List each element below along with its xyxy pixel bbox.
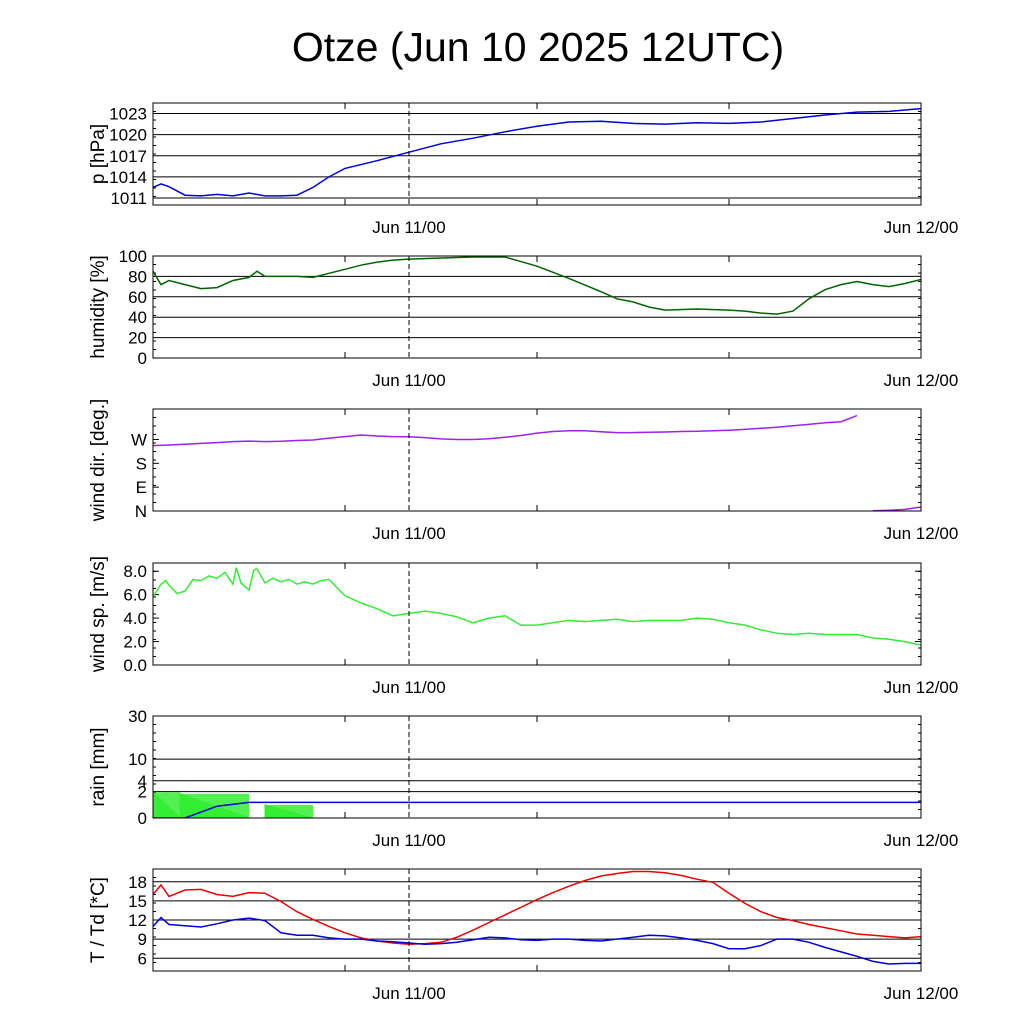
panel-4-xtick-label: Jun 11/00 bbox=[372, 678, 445, 697]
panel-1-ytick-label: 1014 bbox=[109, 168, 147, 187]
panel-4-series-line-1 bbox=[153, 567, 921, 646]
panel-3-xtick-label: Jun 11/00 bbox=[372, 524, 445, 543]
panel-6-xtick-label: Jun 11/00 bbox=[372, 984, 445, 1003]
panel-2-ytick-label: 100 bbox=[119, 247, 147, 266]
panel-1-xtick-label: Jun 11/00 bbox=[372, 218, 445, 237]
panel-5-rain-bar-fill bbox=[153, 792, 181, 818]
panel-5-rain-bar-fill bbox=[265, 804, 313, 818]
panel-5-frame bbox=[152, 715, 922, 819]
panel-3-ytick-label: S bbox=[136, 454, 147, 473]
panel-5-ytick-label: 30 bbox=[128, 707, 147, 726]
panel-6-ytick-label: 6 bbox=[138, 949, 147, 968]
panel-1-xtick-label: Jun 12/00 bbox=[884, 218, 959, 237]
panel-2-series-line-1 bbox=[153, 256, 921, 315]
panel-3-series-line-1 bbox=[153, 414, 858, 447]
panel-2-ytick-label: 80 bbox=[128, 267, 147, 286]
panel-1-ytick-label: 1011 bbox=[110, 189, 147, 208]
panel-4-ytick-label: 4.0 bbox=[123, 609, 147, 628]
panel-3-ytick-label: W bbox=[131, 430, 147, 449]
panel-4-ytick-label: 8.0 bbox=[123, 562, 147, 581]
panel-2-ytick-label: 40 bbox=[128, 308, 147, 327]
panel-6-xtick-label: Jun 12/00 bbox=[884, 984, 959, 1003]
panel-5-rain-bar-fill bbox=[180, 793, 249, 818]
panel-6-series-line-2 bbox=[153, 916, 921, 965]
panel-3-series-line-1 bbox=[872, 506, 921, 511]
panel-2-xtick-label: Jun 12/00 bbox=[884, 371, 959, 390]
panel-5-ytick-label: 10 bbox=[128, 750, 147, 769]
panel-3-frame bbox=[152, 408, 922, 512]
panel-5-series-line-1 bbox=[153, 801, 921, 818]
panel-6-ytick-label: 18 bbox=[128, 873, 147, 892]
panel-2-ylabel: humidity [%] bbox=[88, 255, 109, 358]
panel-6-ylabel: T / Td [*C] bbox=[88, 877, 109, 963]
panel-1-ytick-label: 1017 bbox=[109, 147, 147, 166]
panel-4-ytick-label: 6.0 bbox=[123, 586, 147, 605]
panel-5-ytick-label: 0 bbox=[138, 809, 147, 828]
panel-3-xtick-label: Jun 12/00 bbox=[884, 524, 959, 543]
panel-2-ytick-label: 60 bbox=[128, 288, 147, 307]
panel-3-ytick-label: N bbox=[135, 502, 147, 521]
panel-4-ylabel: wind sp. [m/s] bbox=[88, 556, 109, 673]
panel-6-series-line-1 bbox=[153, 870, 921, 945]
panel-1-ylabel: p [hPa] bbox=[88, 124, 109, 184]
panel-5-ylabel: rain [mm] bbox=[88, 727, 109, 806]
panel-6-ytick-label: 15 bbox=[128, 892, 147, 911]
panel-4-frame bbox=[152, 562, 922, 666]
panel-6-ytick-label: 9 bbox=[138, 930, 147, 949]
panel-4-ytick-label: 2.0 bbox=[123, 633, 147, 652]
panel-2-xtick-label: Jun 11/00 bbox=[372, 371, 445, 390]
panel-1-ytick-label: 1020 bbox=[109, 126, 147, 145]
panel-1-frame bbox=[152, 102, 922, 206]
panel-4-ytick-label: 0.0 bbox=[123, 656, 147, 675]
panel-6-frame bbox=[152, 868, 922, 972]
panel-5-ytick-label: 4 bbox=[138, 772, 147, 791]
panel-1-ytick-label: 1023 bbox=[109, 105, 147, 124]
panel-2-frame bbox=[152, 255, 922, 359]
panel-4-xtick-label: Jun 12/00 bbox=[884, 678, 959, 697]
panel-1-series-line-1 bbox=[153, 107, 921, 197]
panel-5-xtick-label: Jun 12/00 bbox=[884, 831, 959, 850]
chart-title: Otze (Jun 10 2025 12UTC) bbox=[291, 24, 785, 70]
panel-3-ytick-label: E bbox=[136, 478, 147, 497]
panel-5-ytick-label: 2 bbox=[138, 783, 147, 802]
panel-3-ylabel: wind dir. [deg.] bbox=[88, 399, 109, 523]
panel-5-xtick-label: Jun 11/00 bbox=[372, 831, 445, 850]
panel-2-ytick-label: 0 bbox=[138, 349, 147, 368]
panel-6-ytick-label: 12 bbox=[128, 911, 147, 930]
panel-2-ytick-label: 20 bbox=[128, 329, 147, 348]
